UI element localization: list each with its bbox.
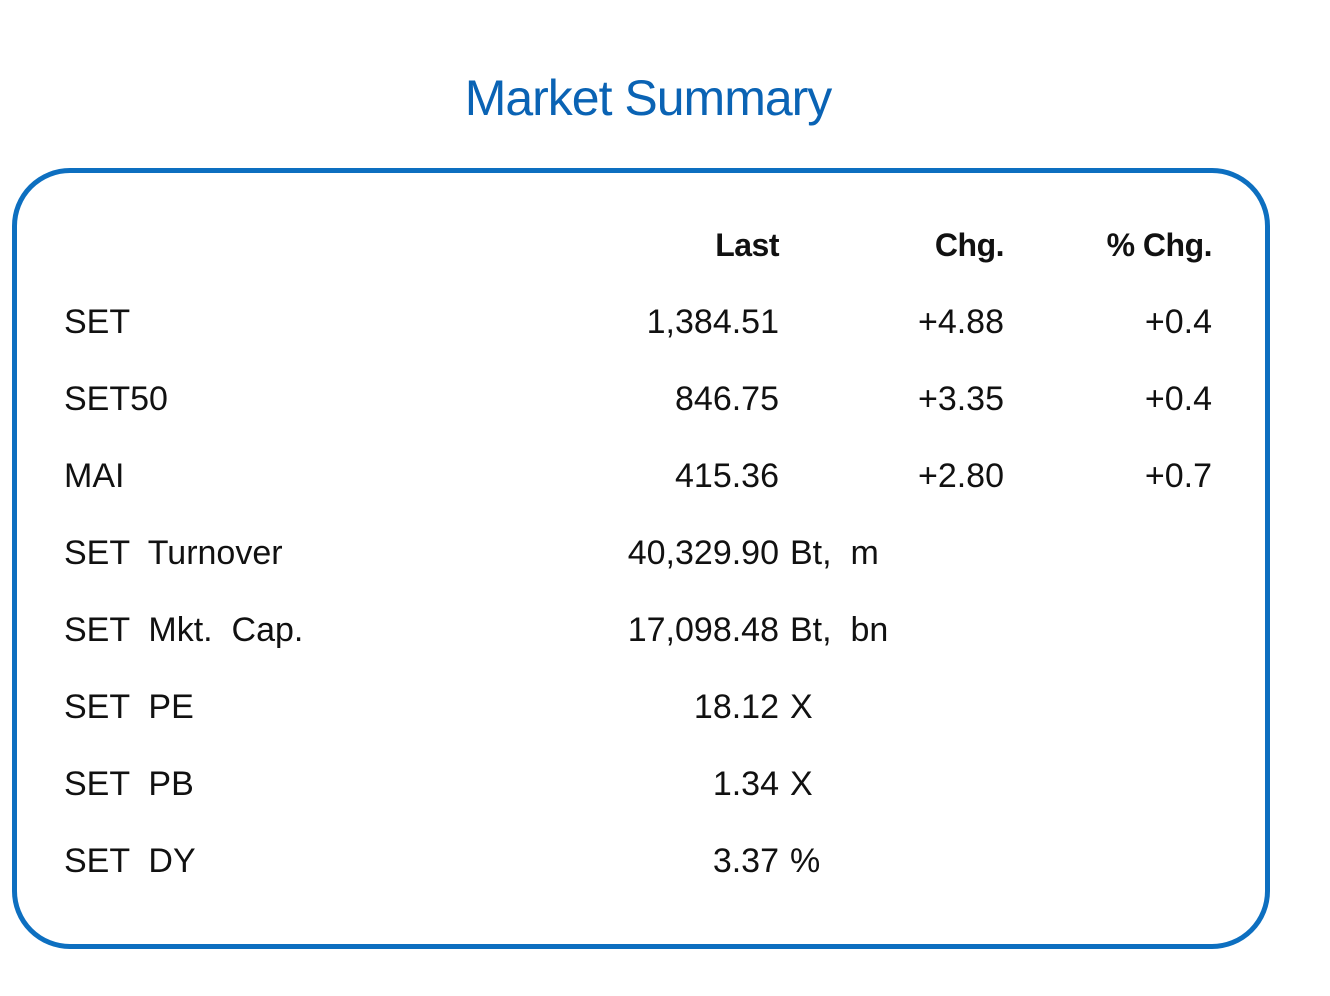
row-last: 40,329.90 [627, 534, 779, 572]
row-unit: Bt, m [790, 534, 879, 572]
table-row: SET Turnover 40,329.90 Bt, m [0, 531, 1330, 575]
header-last: Last [715, 227, 779, 263]
row-unit: % [790, 842, 821, 880]
row-label: MAI [64, 457, 125, 495]
row-last: 1.34 [712, 765, 779, 803]
row-unit: Bt, bn [790, 611, 889, 649]
row-label: SET [64, 303, 131, 341]
row-pct-chg: +0.7 [1144, 457, 1212, 495]
page-title: Market Summary [464, 70, 833, 126]
row-last: 18.12 [693, 688, 779, 726]
header-pct-chg: % Chg. [1106, 227, 1213, 263]
table-row: SET50 846.75 +3.35 +0.4 [0, 377, 1330, 421]
row-last: 3.37 [712, 842, 779, 880]
table-row: SET Mkt. Cap. 17,098.48 Bt, bn [0, 608, 1330, 652]
table-row: SET DY 3.37 % [0, 839, 1330, 883]
table-row: SET PE 18.12 X [0, 685, 1330, 729]
row-label: SET Mkt. Cap. [64, 611, 304, 649]
table-row: SET 1,384.51 +4.88 +0.4 [0, 300, 1330, 344]
row-label: SET PE [64, 688, 194, 726]
row-last: 846.75 [675, 380, 779, 418]
row-label: SET50 [64, 380, 168, 418]
row-last: 415.36 [675, 457, 779, 495]
row-label: SET Turnover [64, 534, 283, 572]
row-label: SET DY [64, 842, 196, 880]
table-header-row: Last Chg. % Chg. [0, 223, 1330, 267]
market-summary-panel [12, 168, 1270, 949]
row-unit: X [790, 688, 813, 726]
table-row: MAI 415.36 +2.80 +0.7 [0, 454, 1330, 498]
table-row: SET PB 1.34 X [0, 762, 1330, 806]
row-chg: +2.80 [917, 457, 1004, 495]
row-chg: +3.35 [917, 380, 1004, 418]
row-label: SET PB [64, 765, 194, 803]
row-unit: X [790, 765, 813, 803]
row-last: 1,384.51 [646, 303, 779, 341]
row-chg: +4.88 [917, 303, 1004, 341]
row-pct-chg: +0.4 [1144, 380, 1212, 418]
header-chg: Chg. [934, 227, 1005, 263]
row-pct-chg: +0.4 [1144, 303, 1212, 341]
row-last: 17,098.48 [627, 611, 779, 649]
